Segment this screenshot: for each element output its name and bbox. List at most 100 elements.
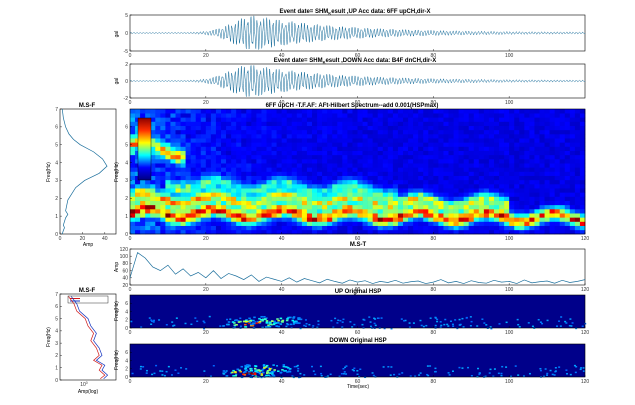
hilbert-cell xyxy=(221,229,227,235)
hilbert-cell xyxy=(271,142,277,147)
hilbert-cell xyxy=(559,117,566,122)
hilbert-cell xyxy=(241,159,247,164)
hilbert-cell xyxy=(246,204,252,210)
hilbert-cell xyxy=(408,159,414,164)
up-hsp-cell xyxy=(408,326,411,329)
hilbert-cell xyxy=(306,117,313,122)
hilbert-cell xyxy=(468,138,475,143)
up-hsp-cell xyxy=(449,320,452,323)
hilbert-cell xyxy=(569,200,576,206)
hilbert-cell xyxy=(564,159,571,164)
hilbert-cell xyxy=(367,225,373,231)
hilbert-cell xyxy=(256,192,262,197)
hilbert-cell xyxy=(145,188,151,193)
hilbert-cell xyxy=(332,221,338,226)
hilbert-cell xyxy=(463,109,470,114)
hilbert-cell xyxy=(241,217,247,222)
hilbert-cell xyxy=(504,200,510,206)
hilbert-cell xyxy=(524,142,530,147)
hilbert-cell xyxy=(433,204,439,210)
hilbert-cell xyxy=(483,159,490,164)
hilbert-cell xyxy=(443,209,449,214)
hilbert-cell xyxy=(377,225,384,231)
hilbert-cell xyxy=(185,138,191,143)
hilbert-cell xyxy=(362,129,368,135)
hilbert-cell xyxy=(569,204,576,210)
down-hsp-cell xyxy=(284,370,287,372)
hilbert-cell xyxy=(574,184,581,189)
msf-bottom-ytick-label: 3 xyxy=(55,341,58,347)
down-hsp-cell xyxy=(282,365,286,368)
hilbert-cell xyxy=(327,188,333,193)
hilbert-cell xyxy=(215,175,222,181)
hilbert-cell xyxy=(554,209,561,214)
hilbert-cell xyxy=(296,154,303,160)
hilbert-cell xyxy=(215,192,222,197)
hilbert-cell xyxy=(564,179,571,185)
hilbert-cell xyxy=(296,117,303,122)
hilbert-cell xyxy=(468,175,475,181)
hilbert-cell xyxy=(261,167,267,172)
hilbert-cell xyxy=(180,225,186,231)
hilbert-cell xyxy=(403,142,409,147)
hilbert-cell xyxy=(286,163,293,168)
hilbert-cell xyxy=(226,146,232,151)
hilbert-cell xyxy=(463,121,470,126)
hilbert-cell xyxy=(423,213,429,218)
hilbert-cell xyxy=(140,184,146,189)
down-hsp-cell xyxy=(501,365,504,368)
hilbert-cell xyxy=(544,188,550,193)
up-hsp-xtick-label: 20 xyxy=(203,330,209,336)
down-hsp-cell xyxy=(246,364,249,366)
hilbert-xtick-label: 40 xyxy=(279,236,285,242)
hilbert-cell xyxy=(468,159,475,164)
msf-top-xtick-label: 40 xyxy=(102,236,108,242)
hilbert-cell xyxy=(377,154,384,160)
hilbert-cell xyxy=(574,213,581,218)
hilbert-cell xyxy=(377,117,384,122)
hilbert-cell xyxy=(261,229,267,235)
hilbert-cell xyxy=(296,204,303,210)
hilbert-cell xyxy=(488,159,495,164)
down-hsp-cell xyxy=(579,368,582,371)
hilbert-cell xyxy=(357,159,363,164)
hilbert-cell xyxy=(261,117,267,122)
hilbert-cell xyxy=(463,229,470,235)
hilbert-cell xyxy=(210,154,217,160)
hilbert-cell xyxy=(332,129,338,135)
down-hsp-cell xyxy=(240,365,244,368)
hilbert-cell xyxy=(382,184,389,189)
hilbert-cell xyxy=(357,221,363,226)
down-hsp-cell xyxy=(414,375,417,377)
hilbert-cell xyxy=(483,150,490,156)
up-hsp-cell xyxy=(277,319,280,322)
hilbert-cell xyxy=(428,188,434,193)
hilbert-cell xyxy=(539,159,545,164)
hilbert-cell xyxy=(241,200,247,206)
down-hsp-cell xyxy=(345,365,348,367)
hilbert-cell xyxy=(478,192,485,197)
hilbert-cell xyxy=(468,221,475,226)
hilbert-cell xyxy=(160,209,166,214)
hilbert-cell xyxy=(306,113,313,118)
hilbert-cell xyxy=(428,204,434,210)
hilbert-cell xyxy=(544,113,550,118)
hilbert-cell xyxy=(180,204,186,210)
hilbert-cell xyxy=(499,217,505,222)
hilbert-cell xyxy=(236,192,242,197)
hilbert-cell xyxy=(413,117,419,122)
hilbert-cell xyxy=(453,225,459,231)
hilbert-cell xyxy=(413,154,419,160)
hilbert-cell xyxy=(266,196,272,201)
hilbert-cell xyxy=(195,175,202,181)
hilbert-cell xyxy=(342,192,348,197)
hilbert-cell xyxy=(281,200,288,206)
hilbert-cell xyxy=(286,117,293,122)
hilbert-cell xyxy=(564,163,571,168)
hilbert-cell xyxy=(150,142,156,147)
hilbert-cell xyxy=(175,196,181,201)
hilbert-cell xyxy=(317,209,323,214)
hilbert-cell xyxy=(453,142,459,147)
hilbert-cell xyxy=(352,221,358,226)
hilbert-cell xyxy=(438,204,444,210)
